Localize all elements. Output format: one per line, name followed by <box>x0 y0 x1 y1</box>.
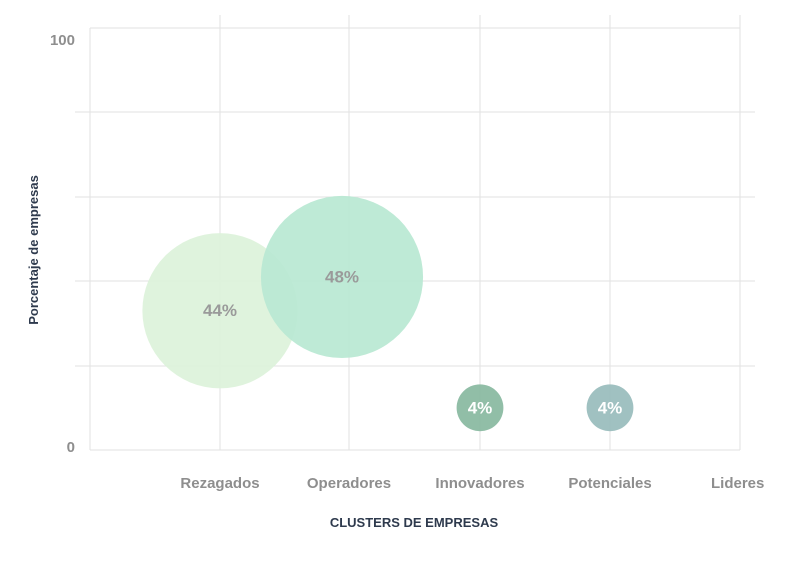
x-axis-ticks: Rezagados Operadores Innovadores Potenciale… <box>180 475 764 492</box>
bubble <box>586 384 634 432</box>
bubble-label: 4% <box>468 398 493 417</box>
bubble <box>456 384 504 432</box>
bubble-label: 4% <box>598 398 623 417</box>
bubble-label: 44% <box>203 301 237 320</box>
grid <box>75 15 755 451</box>
x-tick-label: Potenciales <box>568 475 651 492</box>
bubble-label: 48% <box>325 267 359 286</box>
y-axis-title: Porcentaje de empresas <box>26 175 41 325</box>
y-tick-min: 0 <box>67 439 75 456</box>
x-tick-label: Innovadores <box>435 475 524 492</box>
x-tick-label: Lideres <box>711 475 764 492</box>
bubble <box>142 233 298 389</box>
x-axis-title: CLUSTERS DE EMPRESAS <box>330 515 499 530</box>
x-tick-label: Rezagados <box>180 475 259 492</box>
bubble <box>260 195 424 359</box>
bubbles: 44% 48% 4% 4% <box>142 195 634 432</box>
y-tick-max: 100 <box>50 32 75 49</box>
x-tick-label: Operadores <box>307 475 391 492</box>
